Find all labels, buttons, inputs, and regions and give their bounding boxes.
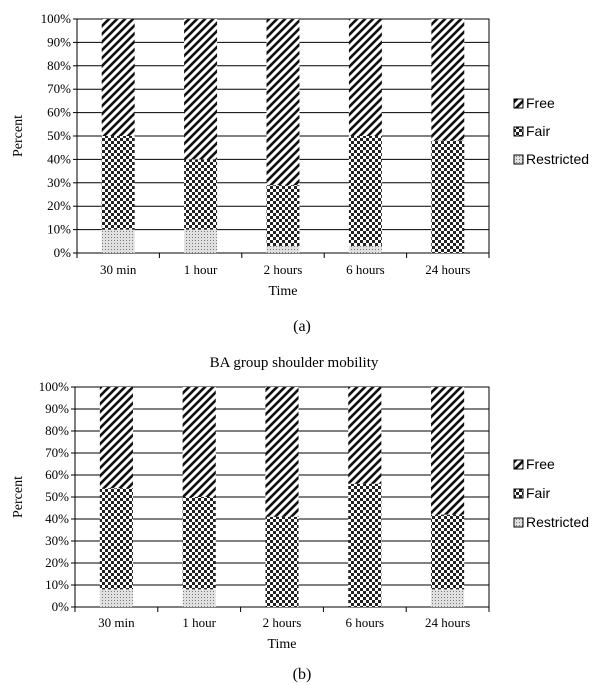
x-axis-title: Time [267,637,296,652]
chart-title: BA group shoulder mobility [210,355,379,371]
y-tick-label: 70% [45,445,69,460]
y-tick-label: 10% [45,577,69,592]
legend-swatch-fair [513,488,524,499]
x-axis-title: Time [268,284,297,299]
y-tick-label: 20% [47,198,71,213]
bar-segment-restricted [266,245,300,253]
bar-segment-free [184,19,218,160]
y-axis-title: Percent [11,115,26,157]
y-tick-label: 30% [47,175,71,190]
x-tick-label: 2 hours [263,615,302,630]
legend-swatch-restricted [513,154,524,165]
bar-segment-free [431,387,465,515]
y-tick-label: 100% [39,379,70,394]
y-tick-label: 40% [45,511,69,526]
bar-segment-restricted [101,229,135,253]
x-tick-label: 1 hour [182,615,216,630]
bar-segment-fair [99,488,133,590]
legend-label-fair: Fair [526,485,550,501]
legend-swatch-free [513,98,524,109]
legend-swatch-free [513,459,524,470]
bar-segment-restricted [99,589,133,607]
bar-segment-restricted [348,245,382,253]
y-tick-label: 0% [52,599,70,614]
legend-label-free: Free [526,456,555,472]
bar-segment-restricted [431,589,465,607]
x-tick-label: 1 hour [184,262,218,277]
figure-caption: (b) [293,666,312,683]
bar-segment-restricted [182,589,216,607]
x-tick-label: 30 min [98,615,135,630]
bar-segment-free [348,387,382,484]
legend-swatch-restricted [513,517,524,528]
y-tick-label: 80% [47,58,71,73]
bar-segment-free [431,19,465,141]
y-tick-label: 70% [47,81,71,96]
y-tick-label: 90% [47,34,71,49]
legend-label-fair: Fair [526,123,550,139]
bar-segment-free [99,387,133,489]
legend-label-free: Free [526,95,555,111]
y-tick-label: 20% [45,555,69,570]
bar-segment-fair [182,497,216,590]
x-tick-label: 24 hours [425,262,470,277]
bar-segment-fair [266,185,300,246]
bar-segment-fair [348,483,382,607]
x-tick-label: 30 min [100,262,137,277]
x-tick-label: 2 hours [264,262,303,277]
y-tick-label: 50% [47,128,71,143]
legend-label-restricted: Restricted [526,151,589,167]
y-tick-label: 60% [45,467,69,482]
bar-segment-free [265,387,299,517]
y-tick-label: 80% [45,423,69,438]
figure-caption: (a) [293,318,311,335]
bar-segment-free [101,19,135,136]
legend-swatch-fair [513,126,524,137]
bar-segment-free [348,19,382,136]
y-tick-label: 50% [45,489,69,504]
legend-label-restricted: Restricted [526,514,589,530]
y-tick-label: 40% [47,151,71,166]
x-tick-label: 24 hours [425,615,470,630]
y-tick-label: 30% [45,533,69,548]
bar-segment-restricted [184,229,218,253]
y-tick-label: 90% [45,401,69,416]
bar-segment-fair [101,136,135,230]
y-axis-title: Percent [11,476,26,518]
x-tick-label: 6 hours [346,262,385,277]
bar-segment-fair [348,136,382,246]
chart-a: 0% 10% 20% 30% 40% 50% 60% 70% 80% 90% 100% 30 min 1… [11,11,589,335]
x-tick-label: 6 hours [345,615,384,630]
bar-segment-free [182,387,216,497]
bar-segment-fair [265,516,299,607]
bar-segment-free [266,19,300,186]
chart-b: BA group shoulder mobility 0% 10% 20% 30% 40%… [11,355,589,683]
y-tick-label: 100% [41,11,72,26]
bar-segment-fair [431,514,465,590]
y-tick-label: 60% [47,105,71,120]
bar-segment-fair [431,140,465,253]
y-tick-label: 0% [54,245,72,260]
bar-segment-fair [184,159,218,230]
y-tick-label: 10% [47,222,71,237]
